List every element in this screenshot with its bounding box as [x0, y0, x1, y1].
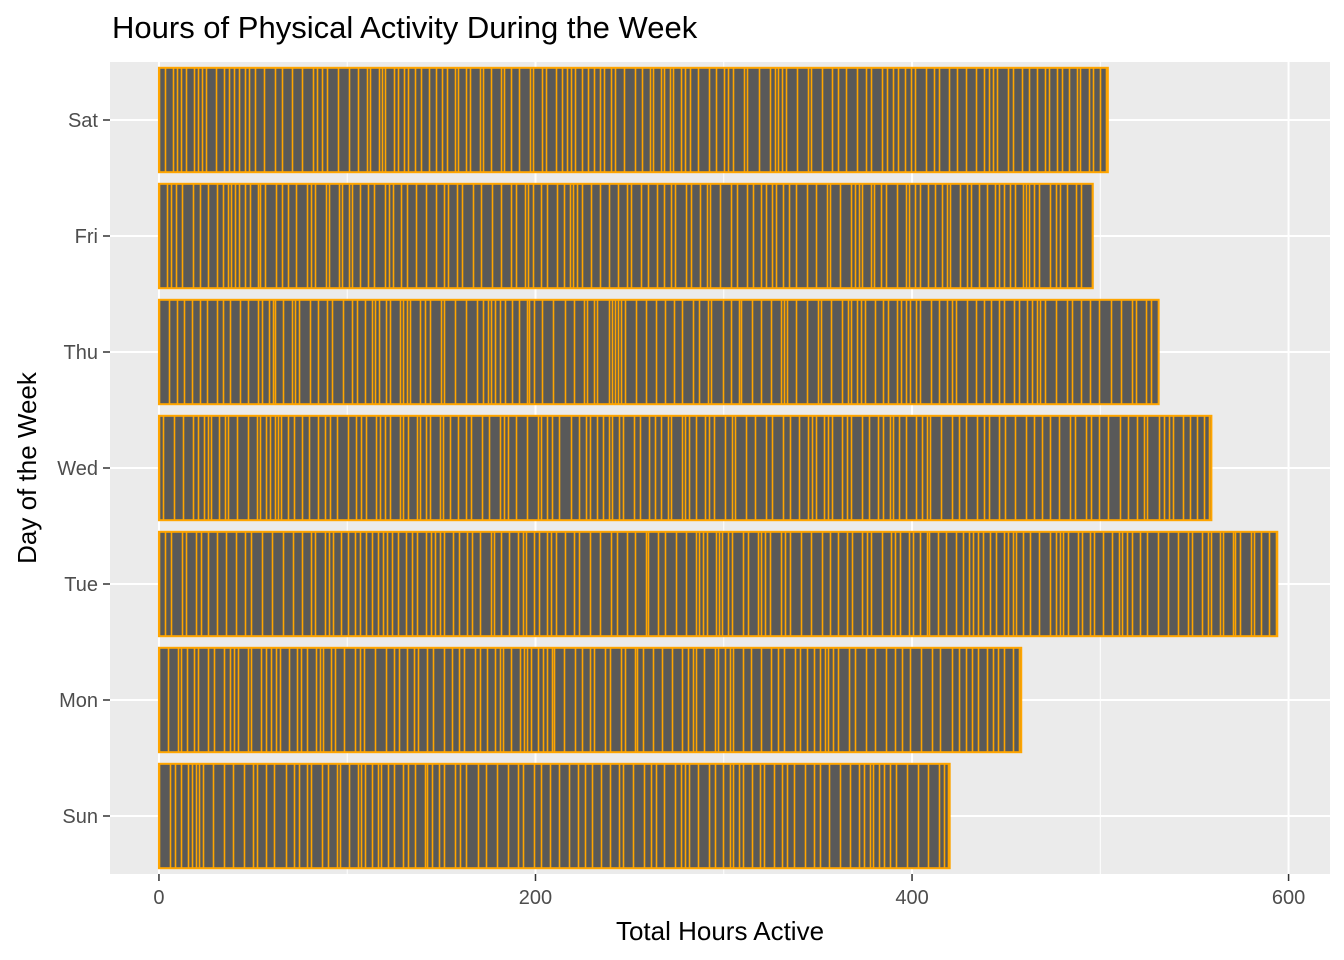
bar-fill [158, 531, 1278, 637]
y-tick-label: Mon [59, 690, 98, 712]
bar-sat [157, 66, 1109, 174]
bar-thu [157, 298, 1160, 406]
bar-outline [157, 762, 951, 870]
bar-mon [157, 646, 1023, 754]
bars [157, 66, 1279, 870]
y-tick-label: Wed [57, 458, 98, 480]
bar-outline [157, 530, 1279, 638]
bar-fill [158, 763, 950, 869]
bar-fill [158, 299, 1159, 405]
chart-title: Hours of Physical Activity During the We… [112, 10, 698, 45]
axes: 0 200 400 600 Sun Mon Tue Wed Thu Fri Sat [57, 110, 1305, 909]
x-tick-label: 400 [895, 887, 928, 909]
y-tick-label: Thu [64, 342, 98, 364]
bar-sun [157, 762, 951, 870]
bar-outline [157, 66, 1109, 174]
y-axis-title: Day of the Week [12, 371, 42, 564]
y-tick-label: Sat [68, 110, 98, 132]
bar-outline [157, 298, 1160, 406]
bar-fill [158, 67, 1108, 173]
x-tick-label: 200 [519, 887, 552, 909]
bar-outline [157, 646, 1023, 754]
x-tick-label: 0 [153, 887, 164, 909]
y-tick-label: Tue [64, 574, 98, 596]
bar-outline [157, 414, 1213, 522]
bar-outline [157, 182, 1094, 290]
bar-fill [158, 183, 1093, 289]
x-axis-title: Total Hours Active [616, 916, 824, 946]
y-tick-label: Fri [75, 226, 98, 248]
y-tick-label: Sun [62, 806, 98, 828]
bar-wed [157, 414, 1213, 522]
bar-tue [157, 530, 1279, 638]
x-tick-label: 600 [1272, 887, 1305, 909]
bar-fri [157, 182, 1094, 290]
